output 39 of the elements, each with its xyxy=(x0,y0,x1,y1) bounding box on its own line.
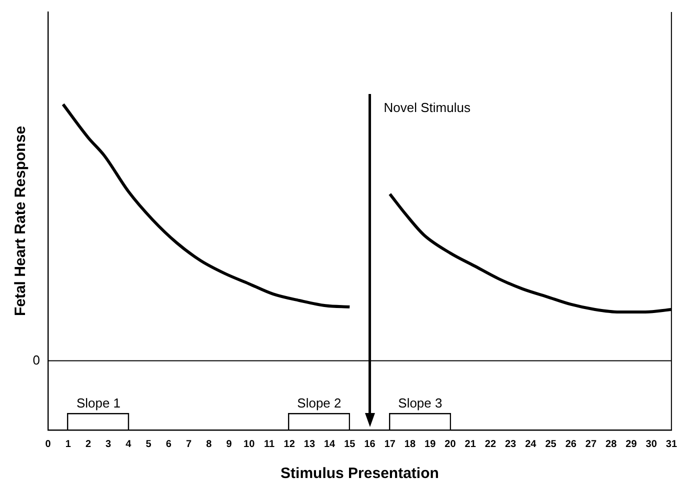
x-tick-label: 7 xyxy=(186,438,192,450)
x-tick-label: 5 xyxy=(146,438,152,450)
x-tick-label: 20 xyxy=(444,438,456,450)
x-tick-label: 16 xyxy=(364,438,376,450)
x-tick-label: 11 xyxy=(264,438,275,450)
x-axis-title: Stimulus Presentation xyxy=(280,465,439,482)
x-tick-label: 6 xyxy=(166,438,172,450)
x-tick-label: 14 xyxy=(324,438,336,450)
x-tick-label: 4 xyxy=(126,438,132,450)
x-tick-label: 25 xyxy=(545,438,557,450)
x-tick-label: 18 xyxy=(404,438,416,450)
y-axis-title: Fetal Heart Rate Response xyxy=(12,126,30,316)
x-tick-label: 2 xyxy=(85,438,92,450)
text: Slope 2 xyxy=(297,396,342,411)
x-tick-label: 0 xyxy=(45,438,52,450)
x-tick-label: 24 xyxy=(525,438,537,450)
x-tick-label: 1 xyxy=(65,438,72,450)
x-tick-label: 30 xyxy=(646,438,658,450)
x-tick-label: 9 xyxy=(226,438,232,450)
x-tick-label: 13 xyxy=(304,438,316,450)
x-tick-label: 15 xyxy=(344,438,356,450)
x-tick-label: 27 xyxy=(585,438,597,450)
ref-line-label: 0 xyxy=(32,352,40,368)
x-tick-label: 3 xyxy=(106,438,112,450)
x-tick-label: 21 xyxy=(464,438,476,450)
x-tick-label: 23 xyxy=(504,438,517,450)
x-tick-label: 10 xyxy=(244,438,256,450)
x-tick-label: 17 xyxy=(384,438,396,450)
x-tick-label: 29 xyxy=(626,438,638,450)
x-tick-label: 12 xyxy=(284,438,296,450)
ref-line-label: Novel Stimulus xyxy=(384,100,471,116)
x-tick-label: 31 xyxy=(666,438,678,450)
x-tick-label: 19 xyxy=(424,438,436,450)
x-tick-label: 22 xyxy=(484,438,496,450)
x-tick-label: 8 xyxy=(206,438,212,450)
x-tick-label: 28 xyxy=(606,438,618,450)
text: Slope 1 xyxy=(76,396,121,411)
text: Slope 3 xyxy=(398,396,442,411)
x-tick-label: 26 xyxy=(565,438,577,450)
